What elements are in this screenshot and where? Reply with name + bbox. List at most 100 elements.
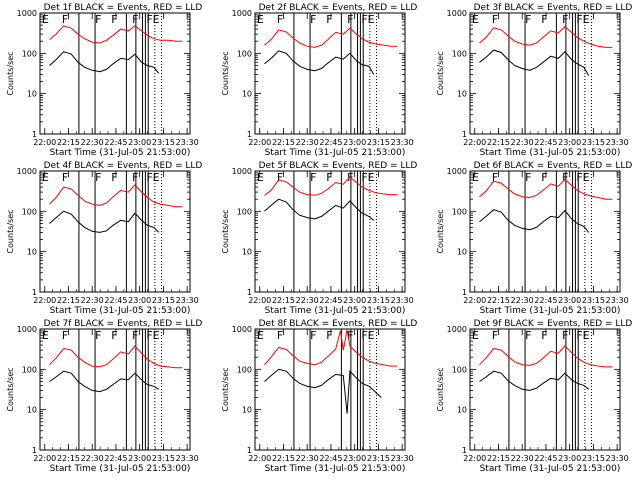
- lld-series-line: [49, 25, 183, 44]
- flag-label: F: [132, 329, 138, 342]
- x-tick-label: 23:00: [343, 138, 366, 147]
- x-tick-label: 22:00: [248, 454, 271, 463]
- y-tick-label: 100: [237, 49, 252, 58]
- y-axis-label: Counts/sec: [6, 51, 15, 95]
- lld-series-line: [264, 27, 398, 48]
- x-tick-label: 22:30: [81, 454, 104, 463]
- x-tick-label: 22:00: [33, 454, 56, 463]
- events-series-line: [49, 210, 160, 233]
- flag-label: FE: [576, 329, 589, 342]
- x-tick-label: 23:15: [152, 296, 175, 305]
- flag-label: F: [326, 329, 332, 342]
- y-tick-label: 1000: [447, 9, 467, 18]
- x-tick-label: 22:15: [272, 138, 295, 147]
- y-tick-label: 100: [22, 49, 37, 58]
- y-tick-label: 100: [237, 207, 252, 216]
- flag-label: FE: [361, 329, 374, 342]
- flag-label: F: [562, 329, 568, 342]
- x-tick-label: 22:15: [272, 454, 295, 463]
- flag-label: F: [111, 171, 117, 184]
- y-tick-label: 1: [247, 288, 252, 297]
- flag-label: F: [95, 13, 101, 26]
- lld-series-line: [479, 178, 613, 200]
- x-tick-label: 22:30: [296, 296, 319, 305]
- panel-title: Det 4f BLACK = Events, RED = LLD: [44, 161, 203, 171]
- events-series-line: [264, 50, 375, 75]
- x-tick-label: 22:30: [81, 138, 104, 147]
- x-tick-label: 22:30: [296, 138, 319, 147]
- flag-label: F: [95, 329, 101, 342]
- flag-label: FE: [361, 171, 374, 184]
- y-tick-label: 10: [242, 90, 252, 99]
- y-tick-label: 10: [242, 406, 252, 415]
- detector-panel: Det 5f BLACK = Events, RED = LLD 1 10 100 10…: [221, 161, 417, 316]
- flag-label: FE: [146, 13, 159, 26]
- x-tick-label: 23:00: [128, 296, 151, 305]
- y-tick-label: 100: [452, 49, 467, 58]
- flag-label: E: [472, 171, 479, 184]
- plot-frame: [254, 328, 406, 451]
- flag-label: F: [132, 13, 138, 26]
- flag-label: F: [111, 13, 117, 26]
- x-tick-label: 22:45: [534, 454, 557, 463]
- flag-label: E: [472, 329, 479, 342]
- flag-label: FE: [361, 13, 374, 26]
- x-tick-label: 22:15: [57, 296, 80, 305]
- panel-title: Det 9f BLACK = Events, RED = LLD: [474, 319, 633, 329]
- y-tick-label: 1000: [232, 325, 252, 334]
- flag-label: F: [562, 171, 568, 184]
- x-tick-label: 22:45: [104, 296, 127, 305]
- x-tick-label: 22:00: [463, 454, 486, 463]
- x-tick-label: 22:15: [57, 454, 80, 463]
- x-axis-label: Start Time (31-Jul-05 21:53:00): [50, 306, 191, 316]
- x-tick-label: 22:30: [81, 296, 104, 305]
- x-tick-label: 22:15: [487, 454, 510, 463]
- plot-frame: [39, 170, 191, 293]
- x-axis-label: Start Time (31-Jul-05 21:53:00): [480, 306, 621, 316]
- x-tick-label: 22:30: [511, 454, 534, 463]
- x-tick-label: 23:15: [152, 138, 175, 147]
- x-tick-label: 23:30: [391, 454, 414, 463]
- y-axis-label: Counts/sec: [221, 209, 230, 253]
- y-tick-label: 1000: [17, 325, 37, 334]
- y-tick-label: 1: [462, 288, 467, 297]
- detector-panel: Det 7f BLACK = Events, RED = LLD 1 10 100 10…: [6, 319, 202, 474]
- y-tick-label: 1: [247, 446, 252, 455]
- x-tick-label: 23:30: [176, 454, 199, 463]
- y-tick-label: 10: [457, 406, 467, 415]
- y-tick-label: 1: [462, 446, 467, 455]
- y-tick-label: 1: [462, 130, 467, 139]
- y-tick-label: 1000: [232, 167, 252, 176]
- flag-label: F: [525, 171, 531, 184]
- lld-series-line: [479, 25, 613, 48]
- flag-label: F: [492, 329, 498, 342]
- x-tick-label: 23:00: [558, 296, 581, 305]
- x-tick-label: 22:45: [534, 296, 557, 305]
- flag-label: F: [326, 13, 332, 26]
- x-tick-label: 23:30: [606, 454, 629, 463]
- plot-frame: [39, 328, 191, 451]
- x-tick-label: 23:15: [582, 138, 605, 147]
- plot-frame: [469, 12, 621, 135]
- y-axis-label: Counts/sec: [221, 367, 230, 411]
- x-axis-label: Start Time (31-Jul-05 21:53:00): [265, 148, 406, 158]
- lld-series-line: [49, 184, 183, 208]
- lld-series-line: [264, 176, 398, 196]
- flag-label: F: [310, 13, 316, 26]
- y-axis-label: Counts/sec: [221, 51, 230, 95]
- y-tick-label: 1000: [447, 167, 467, 176]
- y-tick-label: 10: [457, 90, 467, 99]
- events-series-line: [479, 370, 590, 391]
- panel-title: Det 8f BLACK = Events, RED = LLD: [259, 319, 418, 329]
- panel-title: Det 2f BLACK = Events, RED = LLD: [259, 3, 418, 13]
- x-tick-label: 22:45: [104, 138, 127, 147]
- flag-label: F: [541, 171, 547, 184]
- flag-label: FE: [576, 171, 589, 184]
- panel-title: Det 7f BLACK = Events, RED = LLD: [44, 319, 203, 329]
- x-tick-label: 22:00: [248, 296, 271, 305]
- flag-label: E: [257, 329, 264, 342]
- x-tick-label: 22:45: [319, 296, 342, 305]
- flag-label: E: [42, 329, 49, 342]
- panel-title: Det 1f BLACK = Events, RED = LLD: [44, 3, 203, 13]
- y-tick-label: 1000: [17, 9, 37, 18]
